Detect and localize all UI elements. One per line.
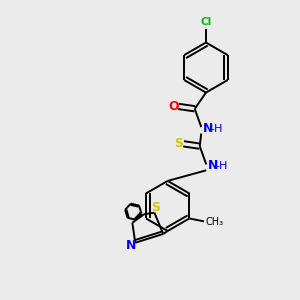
Text: CH₃: CH₃ <box>206 217 224 227</box>
Text: -H: -H <box>211 124 223 134</box>
Text: Cl: Cl <box>200 17 211 27</box>
Text: N: N <box>207 159 218 172</box>
Text: O: O <box>168 100 179 113</box>
Text: S: S <box>174 137 183 150</box>
Text: N: N <box>125 238 136 252</box>
Text: S: S <box>151 201 160 214</box>
Text: -H: -H <box>216 161 228 172</box>
Text: N: N <box>202 122 213 135</box>
